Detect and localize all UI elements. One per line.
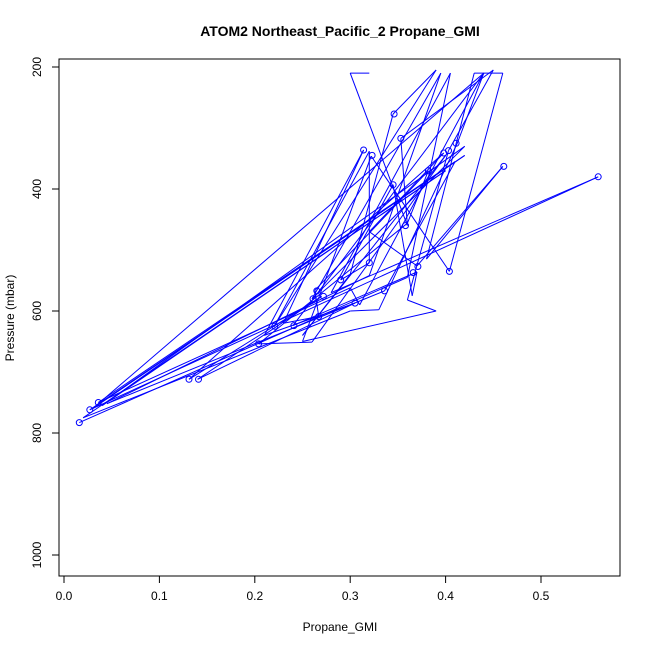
data-point — [75, 419, 83, 427]
data-point — [86, 406, 94, 414]
series-lines — [79, 69, 599, 424]
y-tick-label: 800 — [30, 423, 44, 443]
series-segment — [392, 69, 437, 115]
series-segment — [368, 72, 442, 276]
x-axis: 0.0 0.1 0.2 0.3 0.4 0.5 — [56, 575, 550, 603]
data-point — [445, 267, 453, 275]
data-point — [424, 167, 432, 175]
data-point — [290, 322, 298, 330]
data-point — [381, 287, 388, 295]
data-point — [402, 222, 409, 230]
series-segment — [448, 69, 494, 151]
data-point — [452, 139, 460, 147]
data-point — [185, 375, 193, 383]
chart-title: ATOM2 Northeast_Pacific_2 Propane_GMI — [200, 23, 480, 39]
series-segment — [426, 166, 504, 260]
y-tick-label: 400 — [30, 179, 44, 199]
data-point — [397, 134, 405, 142]
x-tick-label: 0.4 — [437, 589, 454, 603]
series-segment — [448, 72, 504, 272]
plot-frame — [58, 58, 621, 577]
series-segment — [106, 275, 370, 405]
series-segment — [349, 113, 394, 275]
series-segment — [400, 69, 494, 139]
series-segment — [311, 72, 442, 300]
data-point — [351, 299, 359, 307]
series-segment — [273, 150, 370, 328]
series-segment — [82, 170, 446, 419]
series-segment — [258, 341, 313, 345]
data-point — [195, 375, 202, 383]
y-tick-label: 200 — [30, 57, 44, 77]
series-segment — [340, 184, 394, 281]
data-point — [409, 269, 417, 277]
series-segment — [330, 176, 599, 294]
series-segment — [263, 149, 365, 336]
data-point — [320, 292, 327, 300]
series-segment — [197, 302, 356, 380]
series-segment — [411, 271, 418, 296]
series-segment — [416, 166, 504, 267]
data-point — [309, 295, 317, 303]
series-segment — [292, 271, 418, 327]
y-axis-label: Pressure (mbar) — [3, 275, 17, 362]
series-segment — [400, 138, 408, 226]
x-tick-label: 0.3 — [342, 589, 359, 603]
series-segment — [92, 72, 485, 409]
data-point — [337, 276, 345, 284]
series-segment — [314, 170, 429, 291]
series-segment — [101, 145, 465, 407]
x-tick-label: 0.1 — [151, 589, 168, 603]
data-point — [414, 263, 422, 270]
series-segment — [197, 295, 322, 380]
x-tick-label: 0.2 — [246, 589, 263, 603]
data-point — [271, 322, 279, 330]
x-axis-label: Propane_GMI — [303, 620, 378, 634]
series-segment — [426, 72, 475, 260]
series-segment — [292, 72, 485, 326]
data-point — [389, 181, 397, 189]
data-point — [445, 147, 452, 155]
series-segment — [368, 152, 445, 233]
series-segment — [188, 152, 445, 380]
series-segment — [456, 72, 485, 145]
data-point — [594, 173, 602, 181]
series-segment — [384, 161, 456, 292]
data-point — [500, 162, 508, 170]
series-segment — [302, 155, 446, 336]
series-segment — [264, 302, 356, 336]
data-point — [94, 399, 102, 406]
series-segment — [302, 155, 372, 342]
y-tick-label: 1000 — [30, 541, 44, 568]
series-segment — [79, 276, 408, 424]
series-segment — [340, 262, 370, 281]
series-segment — [258, 222, 408, 345]
data-point — [313, 287, 321, 295]
x-tick-label: 0.5 — [533, 589, 550, 603]
data-point — [390, 110, 398, 118]
series-segment — [350, 309, 379, 312]
series-segment — [378, 143, 458, 311]
y-axis: 200 400 600 800 1000 — [30, 57, 60, 568]
series-segment — [282, 149, 365, 324]
series-segment — [311, 145, 466, 300]
series-segment — [369, 231, 418, 267]
data-point — [360, 146, 368, 154]
data-point — [368, 151, 376, 159]
series-segment — [370, 155, 450, 272]
series-segment — [188, 295, 322, 380]
series-segment — [302, 310, 437, 342]
series-segment — [407, 299, 437, 312]
data-point — [315, 313, 323, 320]
data-point — [255, 340, 263, 348]
series-markers — [75, 110, 602, 427]
series-segment — [98, 287, 351, 403]
data-point — [365, 259, 373, 267]
series-segment — [82, 310, 351, 419]
series-segment — [349, 72, 408, 226]
x-tick-label: 0.0 — [56, 589, 73, 603]
y-tick-label: 600 — [30, 301, 44, 321]
